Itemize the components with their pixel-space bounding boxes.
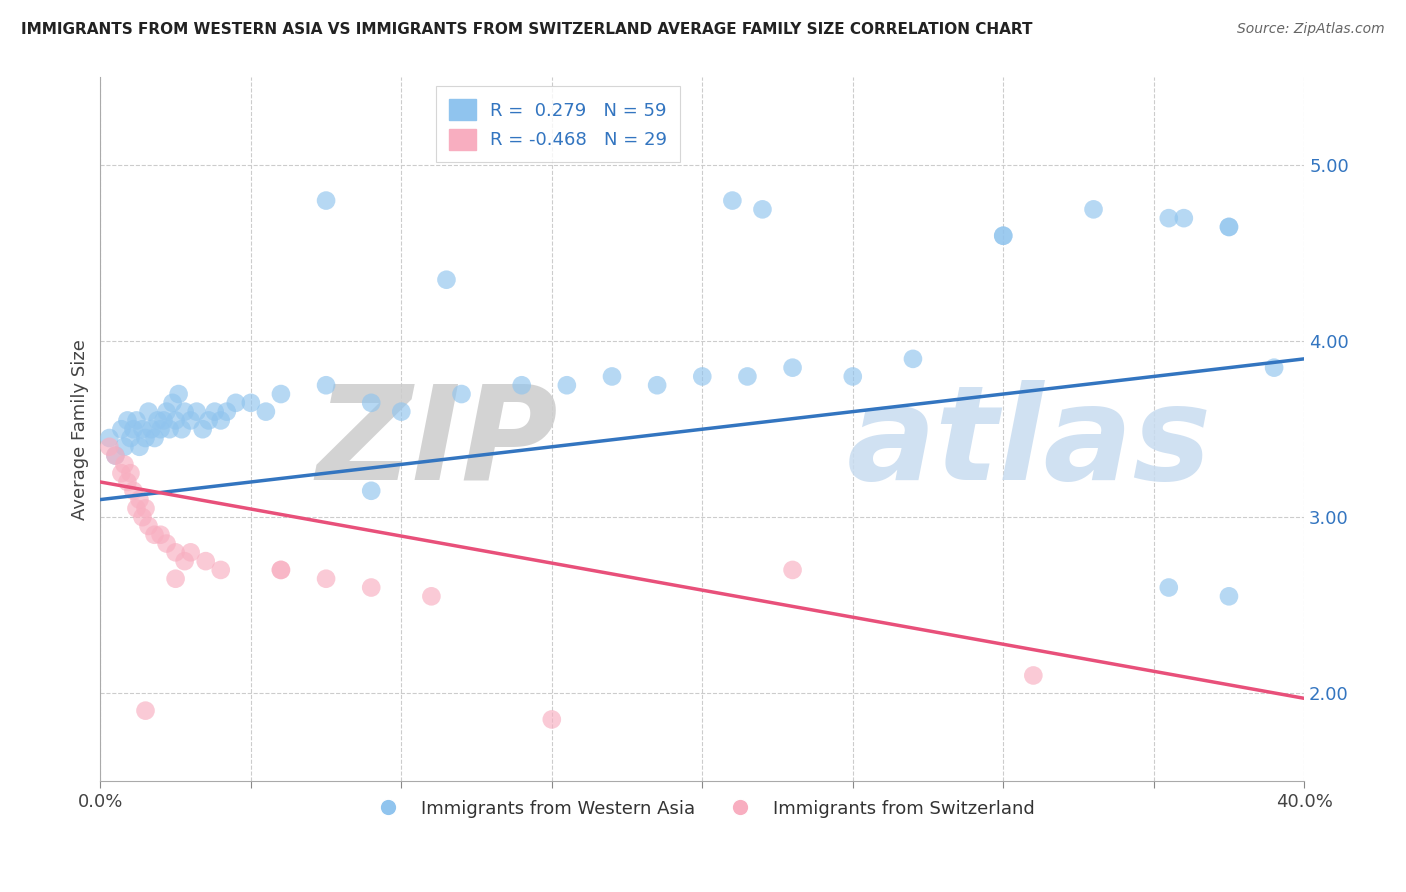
Point bbox=[173, 554, 195, 568]
Point bbox=[842, 369, 865, 384]
Point bbox=[110, 466, 132, 480]
Point bbox=[149, 422, 172, 436]
Point bbox=[180, 413, 202, 427]
Point bbox=[143, 431, 166, 445]
Point bbox=[98, 440, 121, 454]
Point bbox=[138, 519, 160, 533]
Point bbox=[112, 440, 135, 454]
Point bbox=[138, 404, 160, 418]
Point bbox=[737, 369, 759, 384]
Point bbox=[165, 572, 187, 586]
Point bbox=[239, 396, 262, 410]
Point bbox=[131, 510, 153, 524]
Point bbox=[134, 704, 156, 718]
Point bbox=[141, 422, 163, 436]
Text: ZIP: ZIP bbox=[316, 380, 558, 507]
Point bbox=[270, 563, 292, 577]
Point bbox=[436, 273, 458, 287]
Point bbox=[510, 378, 533, 392]
Point bbox=[122, 483, 145, 498]
Point bbox=[254, 404, 277, 418]
Point bbox=[540, 713, 562, 727]
Point bbox=[315, 194, 337, 208]
Point bbox=[270, 387, 292, 401]
Point bbox=[165, 413, 187, 427]
Point bbox=[128, 440, 150, 454]
Point bbox=[993, 228, 1015, 243]
Point bbox=[782, 360, 804, 375]
Point bbox=[98, 431, 121, 445]
Point bbox=[360, 396, 382, 410]
Point bbox=[1157, 581, 1180, 595]
Point bbox=[645, 378, 668, 392]
Point bbox=[215, 404, 238, 418]
Point bbox=[690, 369, 713, 384]
Point bbox=[993, 228, 1015, 243]
Point bbox=[600, 369, 623, 384]
Point bbox=[751, 202, 773, 217]
Point bbox=[143, 527, 166, 541]
Point bbox=[104, 449, 127, 463]
Point bbox=[117, 475, 139, 489]
Legend: Immigrants from Western Asia, Immigrants from Switzerland: Immigrants from Western Asia, Immigrants… bbox=[363, 792, 1042, 825]
Text: atlas: atlas bbox=[846, 380, 1212, 507]
Point bbox=[191, 422, 214, 436]
Point bbox=[360, 483, 382, 498]
Point bbox=[1218, 219, 1240, 234]
Point bbox=[112, 458, 135, 472]
Point bbox=[209, 563, 232, 577]
Point bbox=[1083, 202, 1105, 217]
Point bbox=[1173, 211, 1195, 226]
Point bbox=[155, 404, 177, 418]
Point bbox=[155, 536, 177, 550]
Point bbox=[165, 545, 187, 559]
Point bbox=[555, 378, 578, 392]
Text: Source: ZipAtlas.com: Source: ZipAtlas.com bbox=[1237, 22, 1385, 37]
Point bbox=[209, 413, 232, 427]
Point bbox=[173, 404, 195, 418]
Point bbox=[1022, 668, 1045, 682]
Point bbox=[186, 404, 208, 418]
Point bbox=[270, 563, 292, 577]
Point bbox=[782, 563, 804, 577]
Point bbox=[180, 545, 202, 559]
Point bbox=[134, 501, 156, 516]
Point bbox=[901, 351, 924, 366]
Text: IMMIGRANTS FROM WESTERN ASIA VS IMMIGRANTS FROM SWITZERLAND AVERAGE FAMILY SIZE : IMMIGRANTS FROM WESTERN ASIA VS IMMIGRAN… bbox=[21, 22, 1032, 37]
Point bbox=[197, 413, 219, 427]
Point bbox=[162, 396, 184, 410]
Point bbox=[146, 413, 169, 427]
Point bbox=[120, 466, 142, 480]
Point bbox=[125, 501, 148, 516]
Y-axis label: Average Family Size: Average Family Size bbox=[72, 339, 89, 520]
Point bbox=[1263, 360, 1285, 375]
Point bbox=[420, 590, 443, 604]
Point bbox=[450, 387, 472, 401]
Point bbox=[125, 413, 148, 427]
Point bbox=[110, 422, 132, 436]
Point bbox=[131, 422, 153, 436]
Point bbox=[360, 581, 382, 595]
Point bbox=[721, 194, 744, 208]
Point bbox=[315, 572, 337, 586]
Point bbox=[1157, 211, 1180, 226]
Point bbox=[122, 422, 145, 436]
Point bbox=[204, 404, 226, 418]
Point bbox=[167, 387, 190, 401]
Point bbox=[194, 554, 217, 568]
Point bbox=[315, 378, 337, 392]
Point bbox=[128, 492, 150, 507]
Point bbox=[120, 431, 142, 445]
Point bbox=[152, 413, 174, 427]
Point bbox=[159, 422, 181, 436]
Point bbox=[117, 413, 139, 427]
Point bbox=[1218, 219, 1240, 234]
Point bbox=[149, 527, 172, 541]
Point bbox=[389, 404, 412, 418]
Point bbox=[1218, 590, 1240, 604]
Point bbox=[225, 396, 247, 410]
Point bbox=[104, 449, 127, 463]
Point bbox=[170, 422, 193, 436]
Point bbox=[134, 431, 156, 445]
